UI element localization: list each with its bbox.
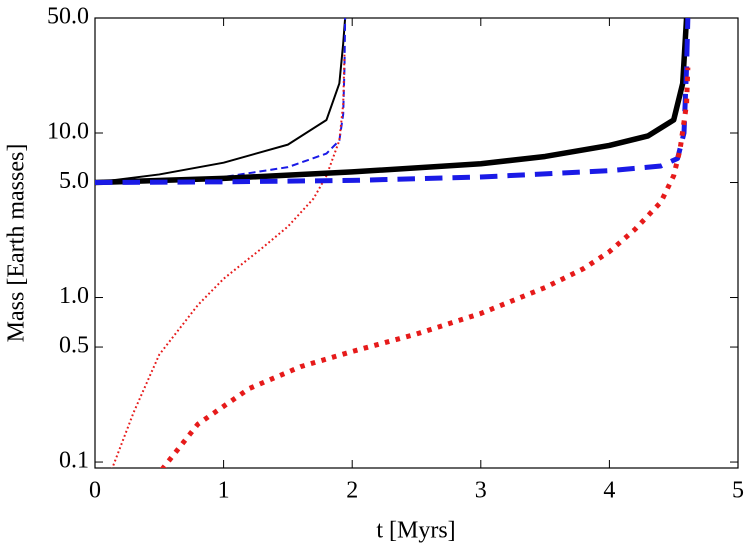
x-tick-label: 3 <box>475 478 487 504</box>
x-tick-label: 2 <box>346 478 358 504</box>
x-tick-label: 1 <box>218 478 230 504</box>
y-tick-label: 1.0 <box>59 283 89 309</box>
series-line <box>95 18 691 186</box>
series-line <box>95 18 347 184</box>
series-line <box>159 67 691 468</box>
series-line <box>95 18 690 186</box>
y-tick-label: 0.5 <box>59 333 89 359</box>
x-tick-label: 0 <box>89 478 101 504</box>
y-tick-label: 5.0 <box>59 168 89 194</box>
x-tick-label: 5 <box>732 478 744 504</box>
y-tick-label: 50.0 <box>47 4 89 30</box>
series-line <box>111 54 346 468</box>
y-tick-label: 10.0 <box>47 118 89 144</box>
x-axis-label: t [Myrs] <box>376 518 455 544</box>
y-axis-label: Mass [Earth masses] <box>4 144 30 343</box>
x-tick-label: 4 <box>603 478 615 504</box>
series-line <box>95 18 347 184</box>
plot-frame <box>94 17 739 469</box>
y-tick-label: 0.1 <box>59 448 89 474</box>
